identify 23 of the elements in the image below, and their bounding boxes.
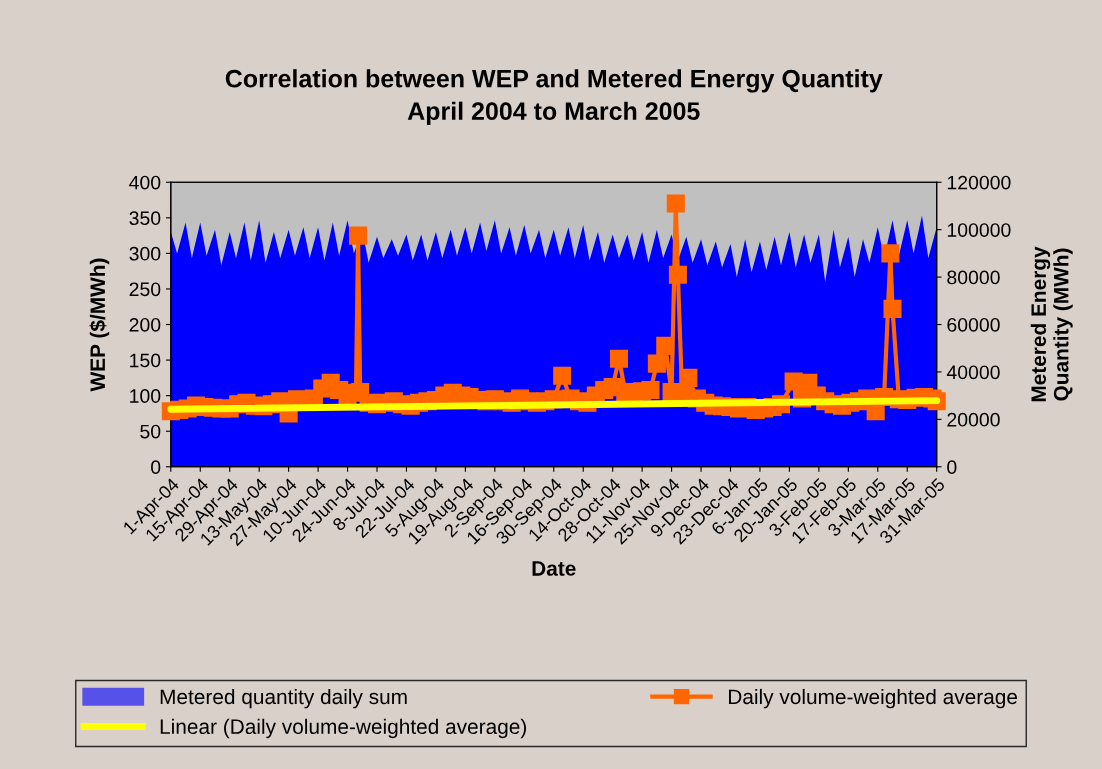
y2-tick-label: 60000: [947, 317, 1000, 332]
y-tick-label: 300: [129, 246, 161, 261]
y-tick-label: 250: [129, 282, 161, 297]
y2-axis-title: Metered Energy Quantity (MWh): [1030, 246, 1073, 402]
legend-label: Daily volume-weighted average: [728, 688, 1018, 709]
y-tick-label: 100: [130, 389, 161, 403]
y2-tick-label: 100000: [947, 223, 1011, 237]
y2-tick-label: 20000: [947, 412, 1000, 427]
y2-tick-label: 40000: [946, 365, 1000, 380]
y-tick-label: 0: [151, 460, 161, 475]
y2-tick-label: 120000: [947, 175, 1011, 190]
legend-label: Linear (Daily volume-weighted average): [160, 718, 527, 739]
y-tick-label: 350: [129, 211, 161, 226]
y2-tick-label: 0: [947, 460, 957, 475]
y-tick-label: 150: [130, 353, 161, 368]
legend-label: Metered quantity daily sum: [160, 688, 407, 709]
y-tick-label: 400: [129, 175, 161, 190]
y2-tick-label: 80000: [947, 270, 1000, 285]
y-tick-label: 200: [129, 317, 161, 332]
chart-title: Correlation between WEP and Metered Energy Quantity April 2004 to March 2005: [225, 69, 883, 125]
x-axis-title: Date: [532, 561, 576, 576]
y-tick-label: 50: [140, 424, 161, 439]
y-axis-title: WEP ($/MWh): [89, 258, 110, 392]
